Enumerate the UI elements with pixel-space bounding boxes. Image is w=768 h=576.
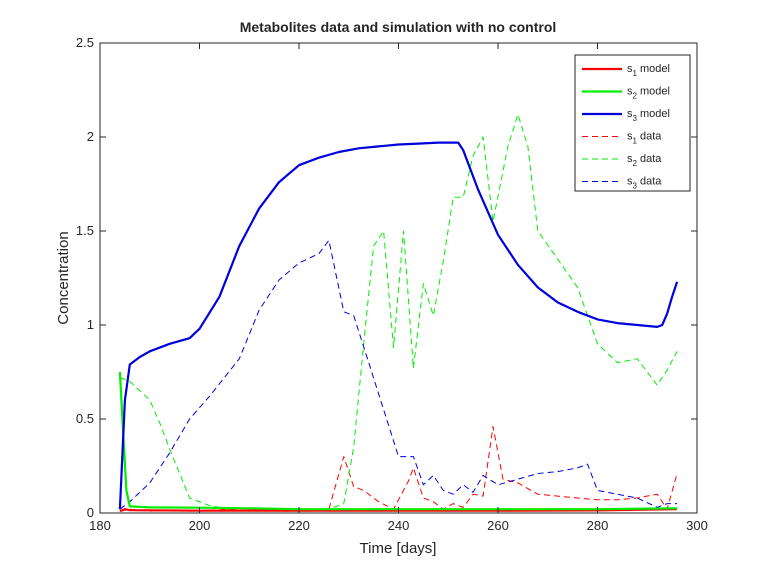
series-layer xyxy=(118,113,679,513)
y-tick-label: 1 xyxy=(87,317,94,332)
y-tick-label: 0 xyxy=(87,505,94,520)
y-tick-label: 0.5 xyxy=(76,411,94,426)
x-tick-label: 180 xyxy=(89,518,111,533)
legend: s1 model s2 model s3 model s1 data s2 data s3… xyxy=(574,54,691,192)
series-line-s3-data xyxy=(119,239,678,510)
legend-label: s1 data xyxy=(627,131,662,146)
ticks-layer: 180 200 220 240 260 280 300 0 0.5 1 1.5 2 2.5 xyxy=(76,35,708,533)
x-tick-label: 240 xyxy=(388,518,410,533)
x-axis-label: Time [days] xyxy=(360,540,437,557)
x-tick-label: 260 xyxy=(487,518,509,533)
legend-label: s2 data xyxy=(627,153,662,168)
series-line-s1-data xyxy=(119,426,678,512)
legend-label: s3 model xyxy=(627,108,670,123)
legend-label: s3 data xyxy=(627,176,662,191)
x-tick-label: 220 xyxy=(288,518,310,533)
legend-label: s2 model xyxy=(627,86,670,101)
series-line-s3-model xyxy=(118,141,679,510)
series-line-s1-model xyxy=(119,508,678,513)
chart-title: Metabolites data and simulation with no … xyxy=(240,19,557,35)
legend-label: s1 model xyxy=(627,63,670,78)
legend-box xyxy=(574,54,691,192)
x-tick-label: 280 xyxy=(587,518,609,533)
series-line-s2-data xyxy=(119,113,678,512)
x-tick-label: 300 xyxy=(686,518,708,533)
x-tick-label: 200 xyxy=(189,518,211,533)
y-tick-label: 2 xyxy=(87,129,94,144)
y-tick-label: 1.5 xyxy=(76,223,94,238)
series-line-s2-model xyxy=(118,371,678,511)
y-axis-label: Concentration xyxy=(55,231,72,324)
y-tick-label: 2.5 xyxy=(76,35,94,50)
